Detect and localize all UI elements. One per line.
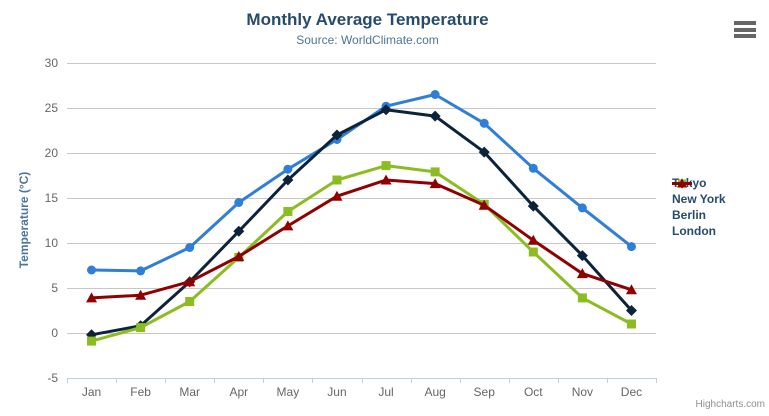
data-point-london[interactable] — [331, 190, 343, 201]
data-point-london[interactable] — [478, 199, 490, 210]
data-point-new-york[interactable] — [625, 305, 637, 316]
x-tick-label: Feb — [130, 385, 151, 399]
data-point-berlin[interactable] — [430, 167, 440, 177]
x-tick-label: Jan — [82, 385, 101, 399]
data-point-berlin[interactable] — [332, 175, 342, 185]
data-point-berlin[interactable] — [283, 207, 293, 216]
y-tick-label: 25 — [45, 101, 59, 115]
data-point-london[interactable] — [576, 268, 588, 279]
y-axis-title: Temperature (°C) — [17, 171, 31, 269]
x-tick-label: Jul — [378, 385, 393, 399]
series-line-london — [90, 178, 633, 300]
data-point-new-york[interactable] — [380, 104, 392, 116]
menu-bar — [734, 27, 756, 32]
x-tick-label: May — [277, 385, 300, 399]
legend-item-berlin[interactable]: Berlin — [672, 179, 726, 222]
legend-label: London — [672, 224, 716, 238]
data-point-berlin[interactable] — [136, 323, 146, 333]
data-point-london[interactable] — [86, 292, 98, 303]
data-point-new-york[interactable] — [282, 174, 294, 186]
x-tick-label: Mar — [179, 385, 200, 399]
data-point-berlin[interactable] — [185, 297, 195, 306]
menu-bar — [734, 34, 756, 38]
data-point-new-york[interactable] — [478, 146, 490, 158]
data-point-berlin[interactable] — [528, 247, 538, 257]
legend-label: New York — [672, 192, 726, 206]
data-point-london[interactable] — [429, 178, 441, 189]
x-tick-label: Jun — [327, 385, 346, 399]
data-point-tokyo[interactable] — [185, 243, 195, 252]
data-point-london[interactable] — [380, 174, 392, 185]
x-tick-label: Oct — [524, 385, 543, 399]
legend-label: Berlin — [672, 208, 707, 222]
data-point-tokyo[interactable] — [626, 242, 636, 252]
data-point-new-york[interactable] — [331, 129, 343, 141]
data-point-tokyo[interactable] — [283, 164, 293, 174]
x-tick-label: Nov — [572, 385, 593, 399]
y-tick-label: 10 — [45, 236, 59, 250]
chart-title: Monthly Average Temperature — [246, 10, 489, 29]
legend-item-london[interactable]: London — [672, 178, 726, 238]
triangle-marker-icon — [672, 178, 692, 188]
data-point-tokyo[interactable] — [136, 266, 146, 276]
y-tick-label: 0 — [51, 326, 58, 340]
menu-bar — [734, 21, 756, 25]
legend-item-new-york[interactable]: New York — [672, 178, 726, 206]
data-point-tokyo[interactable] — [87, 265, 97, 275]
data-point-tokyo[interactable] — [577, 203, 587, 213]
data-point-london[interactable] — [233, 251, 245, 261]
data-point-london[interactable] — [135, 289, 147, 300]
data-point-tokyo[interactable] — [479, 118, 489, 128]
data-point-london[interactable] — [625, 284, 637, 295]
data-point-london[interactable] — [184, 276, 196, 287]
data-point-berlin[interactable] — [577, 293, 587, 303]
data-point-tokyo[interactable] — [528, 163, 538, 173]
series-line-new-york — [90, 108, 633, 337]
series-line-berlin — [90, 164, 633, 343]
x-tick-label: Aug — [424, 385, 445, 399]
y-tick-label: 15 — [45, 191, 59, 205]
data-point-new-york[interactable] — [576, 250, 588, 262]
data-point-new-york[interactable] — [527, 200, 539, 212]
y-tick-label: 5 — [51, 281, 58, 295]
data-point-new-york[interactable] — [233, 225, 245, 237]
data-point-berlin[interactable] — [381, 161, 391, 171]
data-point-london[interactable] — [282, 220, 294, 231]
x-tick-label: Sep — [474, 385, 496, 399]
data-point-berlin[interactable] — [87, 336, 97, 346]
data-point-new-york[interactable] — [429, 110, 441, 122]
y-tick-label: -5 — [47, 371, 58, 385]
data-point-tokyo[interactable] — [430, 90, 440, 99]
chart-subtitle: Source: WorldClimate.com — [296, 33, 439, 47]
data-point-tokyo[interactable] — [234, 198, 244, 207]
y-tick-label: 20 — [45, 146, 59, 160]
y-tick-label: 30 — [45, 56, 59, 70]
highcharts-credit[interactable]: Highcharts.com — [695, 399, 765, 410]
data-point-berlin[interactable] — [626, 319, 636, 329]
x-tick-label: Apr — [229, 385, 248, 399]
data-point-london[interactable] — [527, 234, 539, 245]
x-tick-label: Dec — [621, 385, 642, 399]
hamburger-menu-icon[interactable] — [734, 21, 756, 38]
